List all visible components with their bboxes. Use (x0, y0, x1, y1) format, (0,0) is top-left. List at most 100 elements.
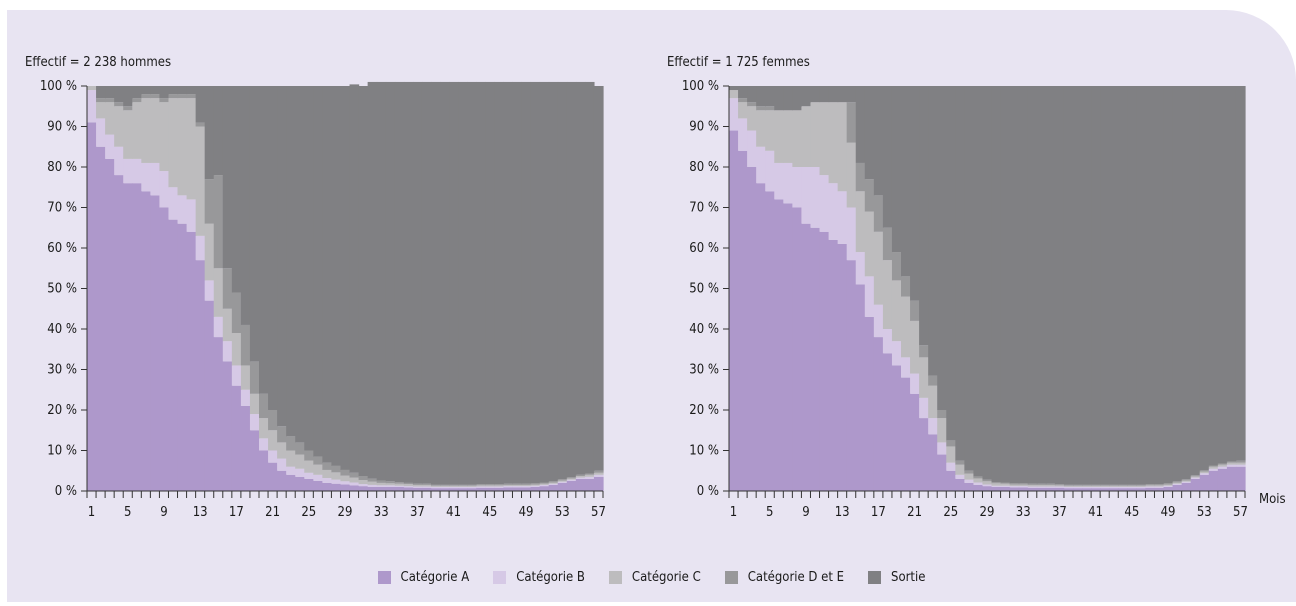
bar-segment-cat-gorie-b-8 (150, 162, 161, 196)
x-tick-label: 17 (871, 505, 886, 520)
bar-segment-cat-gorie-b-42 (1100, 486, 1110, 489)
x-tick-label: 53 (555, 505, 570, 520)
bar-segment-cat-gorie-c-18 (240, 365, 251, 390)
x-tick-label: 33 (374, 505, 389, 520)
bar-segment-cat-gorie-d-et-e-22 (919, 345, 929, 358)
legend-item-categorie-a: Catégorie A (377, 570, 469, 585)
x-tick-label: 37 (1052, 505, 1067, 520)
bar-segment-cat-gorie-a-40 (440, 488, 450, 491)
legend-swatch (493, 571, 507, 584)
y-tick-label: 60 % (47, 241, 77, 256)
bar-segment-cat-gorie-b-18 (882, 329, 893, 354)
bar-segment-sortie-29 (340, 86, 351, 470)
bar-segment-sortie-51 (539, 81, 550, 483)
bar-segment-cat-gorie-c-44 (1118, 485, 1128, 487)
x-tick-label: 13 (193, 505, 208, 520)
bar-segment-cat-gorie-a-49 (521, 487, 532, 491)
bar-segment-sortie-8 (150, 86, 161, 95)
y-tick-label: 0 % (55, 484, 77, 499)
bar-segment-cat-gorie-b-38 (1063, 486, 1074, 489)
bar-segment-cat-gorie-c-31 (1000, 483, 1011, 486)
bar-segment-cat-gorie-a-56 (584, 478, 595, 491)
bar-segment-cat-gorie-a-42 (1100, 488, 1110, 491)
bar-segment-cat-gorie-a-20 (901, 377, 911, 491)
bar-segment-cat-gorie-c-47 (503, 484, 514, 487)
bar-segment-cat-gorie-d-et-e-21 (268, 410, 278, 431)
bar-segment-cat-gorie-d-et-e-31 (358, 476, 369, 481)
legend-label: Sortie (891, 570, 926, 585)
bar-segment-cat-gorie-a-45 (1127, 488, 1137, 491)
bar-segment-cat-gorie-d-et-e-49 (521, 483, 532, 485)
x-tick-label: 13 (835, 505, 850, 520)
bar-segment-sortie-52 (548, 81, 559, 482)
bar-segment-cat-gorie-a-26 (955, 478, 965, 491)
bar-segment-cat-gorie-c-19 (891, 280, 902, 342)
bar-segment-cat-gorie-c-37 (1054, 485, 1065, 487)
bar-segment-sortie-53 (557, 81, 568, 480)
bar-segment-cat-gorie-c-43 (1109, 485, 1119, 487)
bar-segment-cat-gorie-c-15 (855, 191, 866, 253)
bar-segment-sortie-40 (440, 81, 450, 485)
bar-segment-cat-gorie-a-50 (1172, 484, 1183, 491)
bar-segment-cat-gorie-a-13 (837, 243, 848, 491)
bar-segment-cat-gorie-d-et-e-26 (955, 460, 965, 465)
bar-segment-cat-gorie-c-35 (394, 483, 405, 486)
bar-segment-cat-gorie-a-40 (1082, 488, 1092, 491)
bar-segment-sortie-35 (394, 81, 405, 483)
bar-segment-cat-gorie-c-10 (810, 102, 821, 167)
bar-segment-cat-gorie-a-17 (873, 337, 884, 491)
bar-segment-cat-gorie-b-31 (1000, 485, 1011, 487)
bar-segment-cat-gorie-b-55 (1217, 466, 1228, 469)
bar-segment-cat-gorie-d-et-e-57 (1235, 460, 1246, 463)
bar-segment-cat-gorie-d-et-e-54 (566, 477, 577, 479)
bar-segment-sortie-42 (1100, 86, 1110, 485)
bar-segment-cat-gorie-c-16 (864, 211, 875, 277)
bar-segment-cat-gorie-c-21 (268, 430, 278, 451)
bar-segment-sortie-43 (467, 81, 477, 485)
bar-segment-sortie-18 (240, 86, 251, 325)
chart-title: Effectif = 2 238 hommes (25, 55, 171, 70)
bar-segment-cat-gorie-d-et-e-6 (132, 98, 142, 103)
legend-item-categorie-c: Catégorie C (608, 570, 701, 585)
bar-segment-cat-gorie-b-26 (955, 474, 965, 479)
bar-segment-sortie-41 (449, 81, 459, 485)
bar-segment-sortie-52 (1190, 86, 1201, 476)
bar-segment-cat-gorie-c-29 (982, 481, 993, 485)
bar-segment-cat-gorie-b-3 (747, 130, 757, 167)
bar-segment-cat-gorie-c-4 (114, 106, 124, 147)
bar-segment-cat-gorie-c-26 (313, 464, 323, 475)
bar-segment-cat-gorie-b-53 (1199, 473, 1210, 475)
bar-segment-cat-gorie-c-24 (295, 454, 305, 469)
bar-segment-cat-gorie-a-12 (186, 231, 197, 492)
bar-segment-cat-gorie-d-et-e-11 (177, 94, 188, 99)
bar-segment-cat-gorie-c-10 (168, 98, 179, 188)
bar-segment-cat-gorie-a-27 (322, 482, 333, 491)
bar-segment-cat-gorie-c-15 (213, 268, 224, 317)
bar-segment-cat-gorie-d-et-e-44 (476, 484, 486, 486)
y-tick-label: 30 % (47, 363, 77, 378)
bar-segment-cat-gorie-b-52 (548, 483, 559, 485)
bar-segment-cat-gorie-c-33 (1018, 484, 1029, 487)
bar-segment-cat-gorie-b-40 (1082, 486, 1092, 489)
legend: Catégorie A Catégorie B Catégorie C Caté… (7, 570, 1296, 585)
bar-segment-sortie-28 (973, 86, 984, 477)
legend-item-sortie: Sortie (868, 570, 925, 585)
bar-segment-sortie-25 (304, 86, 314, 451)
bar-segment-cat-gorie-d-et-e-30 (349, 472, 360, 478)
bar-segment-cat-gorie-a-50 (530, 486, 541, 491)
bar-segment-sortie-24 (937, 86, 947, 410)
bar-segment-cat-gorie-d-et-e-49 (1163, 483, 1174, 485)
bar-segment-cat-gorie-c-56 (1226, 462, 1237, 465)
bar-segment-cat-gorie-c-6 (774, 110, 784, 163)
bar-segment-sortie-5 (765, 86, 775, 107)
bar-segment-sortie-42 (458, 81, 468, 485)
x-tick-label: 25 (943, 505, 958, 520)
bar-segment-cat-gorie-d-et-e-37 (1054, 484, 1065, 486)
bar-segment-cat-gorie-a-42 (458, 488, 468, 491)
bar-segment-cat-gorie-d-et-e-21 (910, 300, 920, 321)
bar-segment-sortie-15 (855, 86, 866, 163)
bar-segment-sortie-21 (910, 86, 920, 301)
bar-segment-cat-gorie-a-5 (123, 183, 133, 491)
bar-segment-cat-gorie-a-47 (1145, 487, 1156, 491)
bar-segment-sortie-11 (177, 86, 188, 95)
